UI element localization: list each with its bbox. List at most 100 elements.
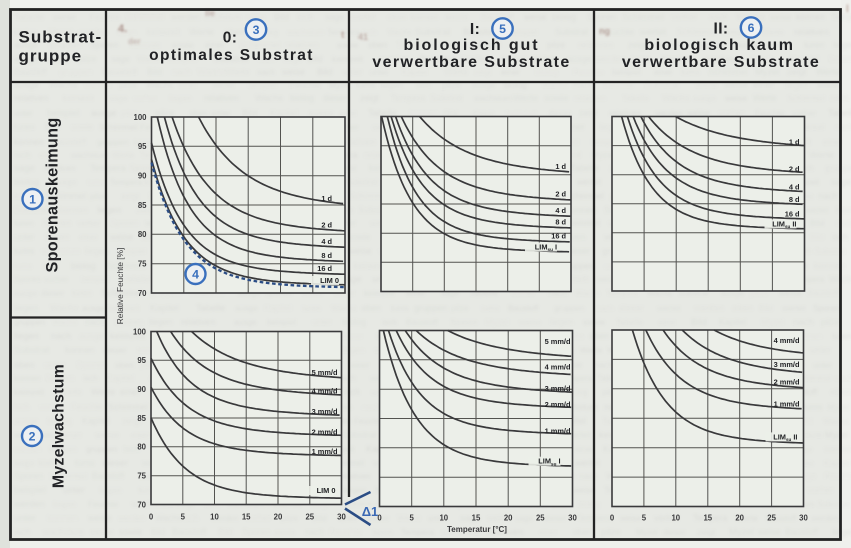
svg-text:Werte: Werte (753, 93, 777, 103)
svg-text:biolog: biolog (578, 499, 601, 509)
svg-text:Feuchte: Feuchte (600, 27, 634, 38)
svg-text:weise: weise (348, 246, 372, 256)
svg-text:Schimmel: Schimmel (125, 12, 165, 22)
svg-text:Kapitel: Kapitel (106, 373, 134, 383)
svg-text:Tempera: Tempera (327, 27, 360, 37)
svg-text:gruppen: gruppen (14, 317, 46, 327)
svg-text:liegen: liegen (85, 246, 109, 256)
svg-text:turen: turen (117, 27, 137, 37)
svg-text:einer: einer (351, 360, 370, 370)
svg-text:8 d: 8 d (555, 218, 566, 227)
svg-text:Schimmel: Schimmel (106, 261, 146, 271)
svg-text:ausge: ausge (234, 317, 257, 327)
svg-text:Tabelle: Tabelle (570, 163, 599, 173)
svg-text:ausge: ausge (308, 108, 334, 119)
svg-text:Feuchte: Feuchte (71, 402, 103, 412)
svg-text:einer: einer (406, 288, 425, 298)
svg-text:pilze: pilze (451, 303, 469, 313)
svg-text:Kapitel: Kapitel (661, 53, 690, 64)
svg-text:nach: nach (573, 80, 594, 91)
svg-text:nach: nach (85, 317, 105, 327)
svg-text:5: 5 (499, 22, 506, 36)
svg-text:70: 70 (137, 500, 146, 509)
svg-text:Sporen: Sporen (76, 360, 107, 371)
svg-text:dieser: dieser (544, 513, 567, 523)
svg-text:gruppe: gruppe (19, 47, 83, 66)
svg-text:sage: sage (515, 513, 534, 523)
svg-text:3 mm/d: 3 mm/d (774, 360, 800, 369)
svg-text:biolog: biolog (532, 54, 556, 64)
svg-text:Kapitel: Kapitel (719, 317, 746, 327)
svg-text:8 d: 8 d (321, 251, 332, 260)
svg-text:wachstum: wachstum (203, 12, 241, 22)
svg-text:1 mm/d: 1 mm/d (774, 400, 800, 409)
svg-text:einer: einer (564, 122, 585, 132)
svg-text:Substrat: Substrat (555, 27, 589, 37)
svg-text:nach: nach (579, 471, 598, 481)
svg-text:Tempera: Tempera (693, 513, 727, 523)
svg-text:gruppen: gruppen (97, 137, 129, 147)
svg-text:weise: weise (686, 108, 710, 118)
svg-text:Feuchte: Feuchte (824, 471, 851, 481)
svg-text:80: 80 (138, 230, 147, 239)
svg-text:beispiel: beispiel (81, 274, 109, 284)
svg-text:relativen: relativen (204, 93, 239, 103)
svg-text:biolog: biolog (71, 261, 96, 271)
svg-text:5: 5 (181, 513, 186, 522)
svg-text:biolog: biolog (47, 54, 70, 64)
svg-text:biolog: biolog (14, 176, 39, 187)
svg-text:liegen: liegen (342, 345, 365, 355)
svg-text:werden: werden (170, 12, 201, 22)
svg-text:Feuchte: Feuchte (755, 109, 785, 118)
svg-text:liegen: liegen (99, 485, 122, 495)
svg-text:konnen: konnen (14, 137, 44, 147)
svg-text:Tempera: Tempera (110, 177, 143, 187)
svg-text:2 d: 2 d (789, 164, 800, 173)
svg-text:keimzeit: keimzeit (332, 54, 363, 64)
svg-text:wachstum: wachstum (440, 527, 480, 537)
svg-text:Substrat: Substrat (213, 54, 249, 65)
svg-text:Bild: Bild (274, 12, 289, 22)
svg-text:75: 75 (138, 260, 147, 269)
svg-text:vorher: vorher (39, 402, 64, 412)
svg-text:Sporen: Sporen (90, 40, 118, 50)
svg-text:0: 0 (377, 514, 382, 523)
svg-text:Tempera: Tempera (419, 54, 457, 65)
svg-text:nach: nach (548, 288, 567, 298)
svg-text:vorher: vorher (245, 513, 271, 523)
svg-text:tums: tums (631, 54, 652, 65)
svg-text:relativen: relativen (44, 163, 76, 173)
svg-text:nach: nach (793, 317, 814, 328)
svg-text:Bild: Bild (317, 67, 332, 77)
svg-text:Sporenauskeimung: Sporenauskeimung (44, 117, 62, 272)
svg-text:20: 20 (504, 514, 513, 523)
svg-text:ausge: ausge (567, 54, 592, 64)
svg-text:biolog: biolog (504, 80, 527, 90)
svg-text:Baustoff: Baustoff (463, 26, 498, 37)
svg-text:Δ1: Δ1 (362, 504, 379, 519)
svg-text:oben: oben (387, 12, 406, 22)
svg-text:sage: sage (111, 54, 130, 64)
svg-text:wertet: wertet (781, 303, 806, 313)
svg-text:liegen: liegen (380, 80, 403, 90)
svg-text:Schimmel: Schimmel (794, 373, 831, 383)
svg-text:Wachs: Wachs (387, 27, 412, 37)
svg-text:Werte: Werte (761, 27, 784, 37)
svg-text:wachstum: wachstum (286, 27, 324, 37)
svg-text:zeigt: zeigt (697, 527, 716, 537)
svg-text:dieser: dieser (102, 458, 129, 469)
svg-text:relativen: relativen (285, 40, 319, 50)
svg-text:2 mm/d: 2 mm/d (312, 427, 338, 436)
svg-text:weise: weise (523, 12, 547, 22)
svg-text:beispiel: beispiel (248, 80, 277, 90)
svg-text:gruppen: gruppen (59, 67, 92, 77)
svg-text:wertet: wertet (576, 177, 602, 187)
svg-text:3 mm/d: 3 mm/d (545, 384, 571, 393)
svg-text:Werte: Werte (735, 513, 758, 523)
svg-text:Schimmel: Schimmel (787, 93, 825, 103)
svg-text:wertet: wertet (211, 80, 235, 90)
svg-text:weise: weise (281, 67, 305, 77)
svg-text:nach: nach (305, 527, 324, 537)
svg-text:2 d: 2 d (321, 220, 332, 229)
svg-text:liegen: liegen (599, 122, 623, 132)
